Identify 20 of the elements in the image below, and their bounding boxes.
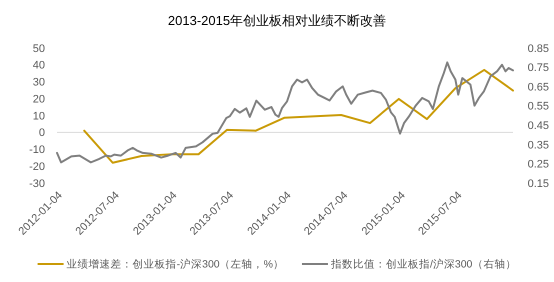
- y-tick-label: 30: [32, 76, 45, 89]
- y-tick-label: -10: [29, 144, 45, 156]
- y-tick-label: 40: [32, 60, 45, 72]
- y2-tick-label: 0.35: [528, 139, 549, 152]
- y2-tick-label: 0.25: [528, 158, 549, 171]
- y-tick-label: -30: [29, 178, 45, 190]
- y2-tick-label: 0.75: [528, 62, 549, 74]
- y2-tick-label: 0.45: [528, 120, 549, 132]
- y2-tick-label: 0.85: [528, 42, 549, 55]
- y2-tick-label: 0.65: [528, 81, 549, 94]
- y-tick-label: 20: [32, 93, 45, 106]
- y-tick-label: 10: [32, 110, 45, 122]
- y2-tick-label: 0.15: [528, 178, 549, 190]
- y-tick-label: 50: [32, 42, 45, 55]
- y-tick-label: 0: [38, 127, 45, 140]
- y2-tick-label: 0.55: [528, 100, 549, 113]
- legend-label: 业绩增速差：创业板指-沪深300（左轴，%）: [66, 258, 284, 271]
- legend-label: 指数比值：创业板指/沪深300（右轴）: [330, 258, 516, 271]
- chart-title: 2013-2015年创业板相对业绩不断改善: [168, 13, 386, 28]
- y-tick-label: -20: [29, 160, 45, 173]
